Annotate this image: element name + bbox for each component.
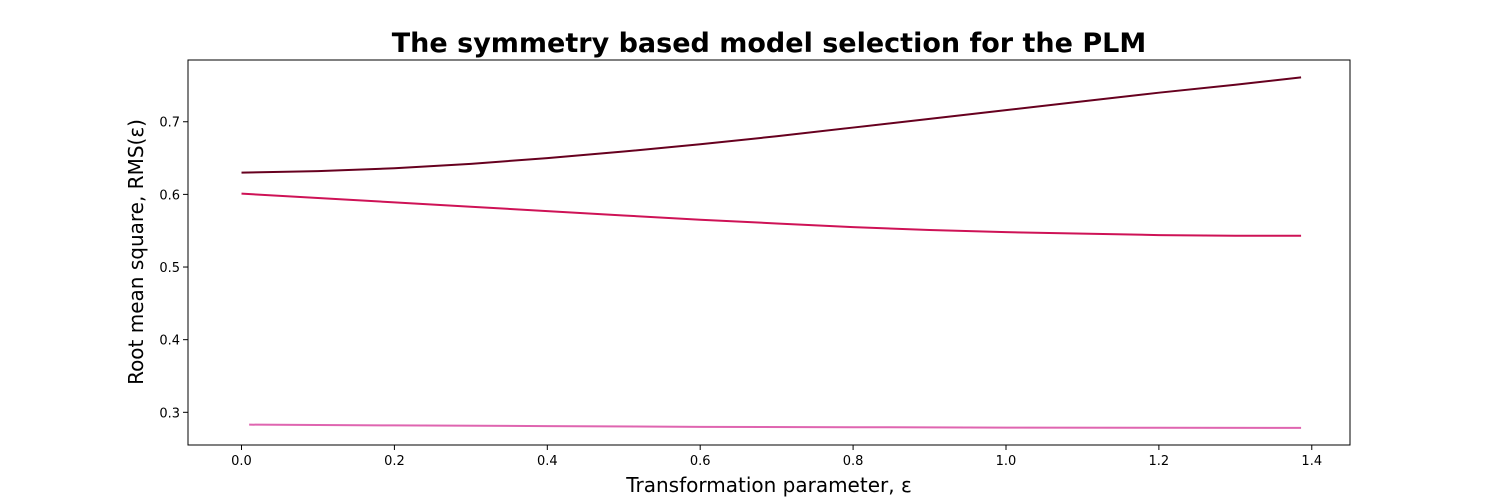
y-tick-label: 0.5: [159, 261, 180, 276]
x-tick-label: 1.2: [1149, 454, 1170, 469]
x-tick-label: 1.4: [1301, 454, 1322, 469]
x-tick-label: 0.0: [231, 454, 252, 469]
y-axis-ticks: 0.3 0.4 0.5 0.6 0.7: [159, 116, 188, 421]
x-tick-label: 0.4: [537, 454, 558, 469]
x-tick-label: 0.8: [843, 454, 864, 469]
y-tick-label: 0.3: [159, 406, 180, 421]
series-line-3: [249, 423, 1302, 429]
y-tick-label: 0.6: [159, 188, 180, 203]
series-line-1: [241, 76, 1302, 174]
x-tick-label: 0.6: [690, 454, 711, 469]
y-tick-label: 0.7: [159, 116, 180, 131]
x-tick-label: 0.2: [384, 454, 405, 469]
x-axis-ticks: 0.0 0.2 0.4 0.6 0.8 1.0 1.2 1.4: [231, 445, 1322, 469]
chart-title: The symmetry based model selection for t…: [392, 28, 1146, 59]
series-line-2: [241, 192, 1302, 237]
x-axis-label: Transformation parameter, ε: [625, 473, 912, 497]
x-tick-label: 1.0: [996, 454, 1017, 469]
y-tick-label: 0.4: [159, 334, 180, 349]
y-axis-label: Root mean square, RMS(ε): [124, 119, 148, 385]
plot-frame: [187, 59, 1351, 446]
series-layer: [241, 76, 1302, 429]
